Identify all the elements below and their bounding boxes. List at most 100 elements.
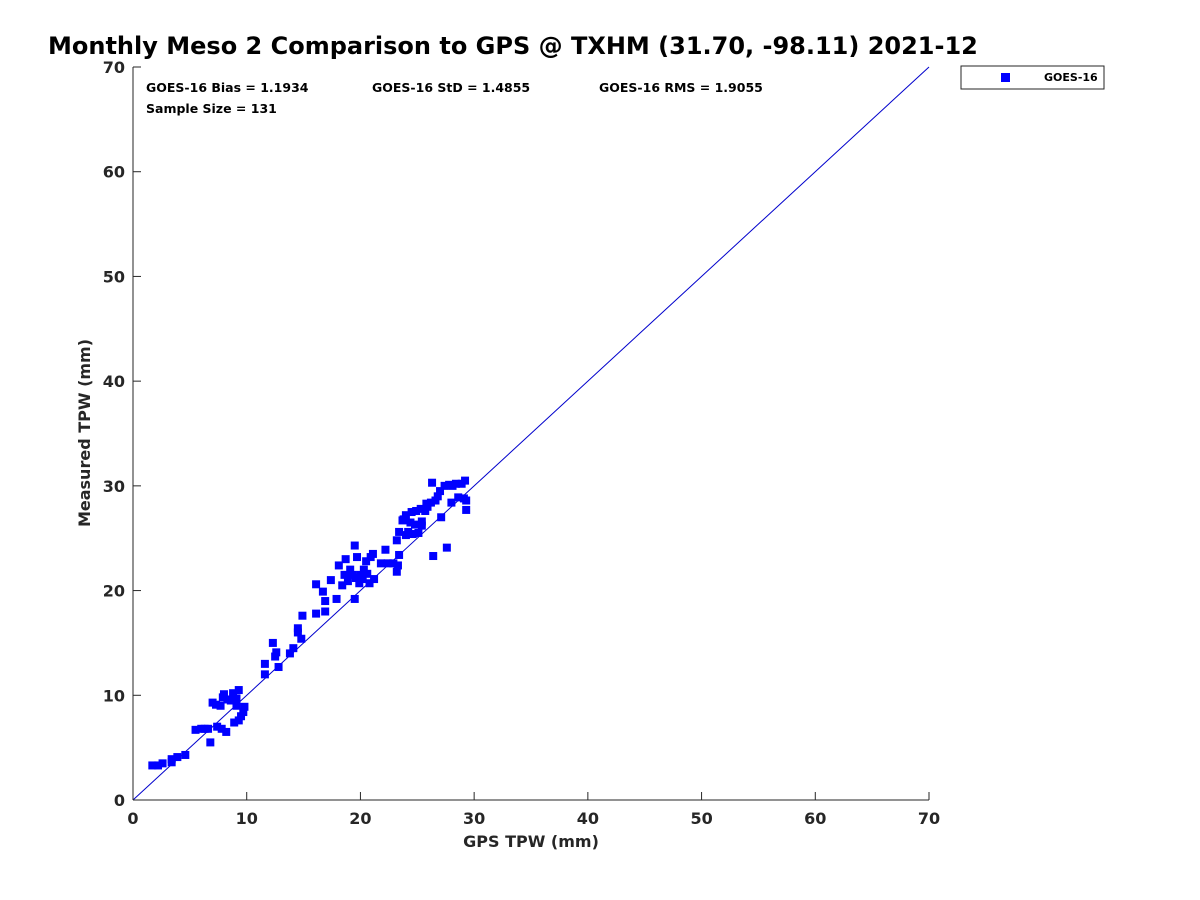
plot-area: 0 10 20 30 40 50 60 70 0 10 20 30 40 50 60 70 <box>103 58 940 828</box>
chart-title: Monthly Meso 2 Comparison to GPS @ TXHM … <box>48 32 978 60</box>
data-point <box>359 565 368 574</box>
data-point <box>206 738 215 747</box>
data-point <box>343 577 352 586</box>
data-point <box>340 570 349 579</box>
data-point <box>351 574 360 583</box>
data-point <box>370 575 379 584</box>
data-point <box>423 502 432 511</box>
data-point <box>232 694 241 703</box>
data-point <box>297 634 306 643</box>
data-point <box>395 527 404 536</box>
data-point <box>154 761 163 770</box>
data-point <box>312 580 321 589</box>
y-tick-label: 30 <box>103 477 125 496</box>
data-point <box>365 579 374 588</box>
data-point <box>268 638 277 647</box>
data-point <box>334 561 343 570</box>
bias-annotation: GOES-16 Bias = 1.1934 <box>146 80 309 95</box>
data-point <box>358 575 367 584</box>
data-point <box>213 722 222 731</box>
data-point <box>462 496 471 505</box>
x-tick-label: 70 <box>918 809 940 828</box>
y-tick-label: 20 <box>103 582 125 601</box>
data-point <box>428 478 437 487</box>
data-point <box>350 594 359 603</box>
data-point <box>451 479 460 488</box>
data-point <box>321 597 330 606</box>
y-tick-label: 70 <box>103 58 125 77</box>
data-point <box>271 652 280 661</box>
x-tick-label: 40 <box>577 809 599 828</box>
data-point <box>167 758 176 767</box>
data-point <box>212 700 221 709</box>
data-point <box>298 611 307 620</box>
data-point <box>326 576 335 585</box>
legend-marker-square <box>1001 73 1010 82</box>
data-points <box>148 476 471 770</box>
data-point <box>356 570 365 579</box>
data-point <box>219 690 228 699</box>
data-point <box>285 649 294 658</box>
data-point <box>407 508 416 517</box>
data-point <box>230 718 239 727</box>
data-point <box>414 528 423 537</box>
data-point <box>412 506 421 515</box>
data-point <box>429 552 438 561</box>
data-point <box>240 702 249 711</box>
data-point <box>341 555 350 564</box>
data-point <box>173 753 182 762</box>
data-point <box>383 559 392 568</box>
data-point <box>392 567 401 576</box>
data-point <box>216 701 225 710</box>
data-point <box>217 724 226 733</box>
x-tick-label: 50 <box>690 809 712 828</box>
data-point <box>399 515 408 524</box>
data-point <box>436 487 445 496</box>
data-point <box>222 727 231 736</box>
x-tick-label: 0 <box>127 809 138 828</box>
x-tick-label: 20 <box>349 809 371 828</box>
data-point <box>234 686 243 695</box>
data-point <box>454 493 463 502</box>
data-point <box>148 761 157 770</box>
data-point <box>417 517 426 526</box>
data-point <box>442 543 451 552</box>
data-point <box>355 579 364 588</box>
data-point <box>260 659 269 668</box>
data-point <box>368 549 377 558</box>
x-axis-label: GPS TPW (mm) <box>463 832 599 851</box>
rms-annotation: GOES-16 RMS = 1.9055 <box>599 80 763 95</box>
data-point <box>381 545 390 554</box>
data-point <box>395 550 404 559</box>
sample-size-annotation: Sample Size = 131 <box>146 101 277 116</box>
data-point <box>411 520 420 529</box>
y-axis-label: Measured TPW (mm) <box>75 339 94 527</box>
data-point <box>232 701 241 710</box>
data-point <box>363 569 372 578</box>
x-tick-label: 10 <box>236 809 258 828</box>
data-point <box>312 609 321 618</box>
data-point <box>433 492 442 501</box>
data-point <box>293 628 302 637</box>
data-point <box>392 536 401 545</box>
data-point <box>274 663 283 672</box>
data-point <box>437 513 446 522</box>
y-axis-ticks: 0 10 20 30 40 50 60 70 <box>103 58 141 810</box>
data-point <box>426 498 435 507</box>
legend: GOES-16 <box>960 65 1105 90</box>
data-point <box>191 725 200 734</box>
data-point <box>332 594 341 603</box>
data-point <box>260 670 269 679</box>
data-point <box>158 759 167 768</box>
data-point <box>318 587 327 596</box>
data-point <box>401 511 410 520</box>
legend-entry-goes-16: GOES-16 <box>1044 71 1098 84</box>
y-tick-label: 0 <box>114 791 125 810</box>
data-point <box>406 518 415 527</box>
data-point <box>393 561 402 570</box>
data-point <box>417 521 426 530</box>
y-tick-label: 60 <box>103 163 125 182</box>
data-point <box>362 557 371 566</box>
data-point <box>346 565 355 574</box>
